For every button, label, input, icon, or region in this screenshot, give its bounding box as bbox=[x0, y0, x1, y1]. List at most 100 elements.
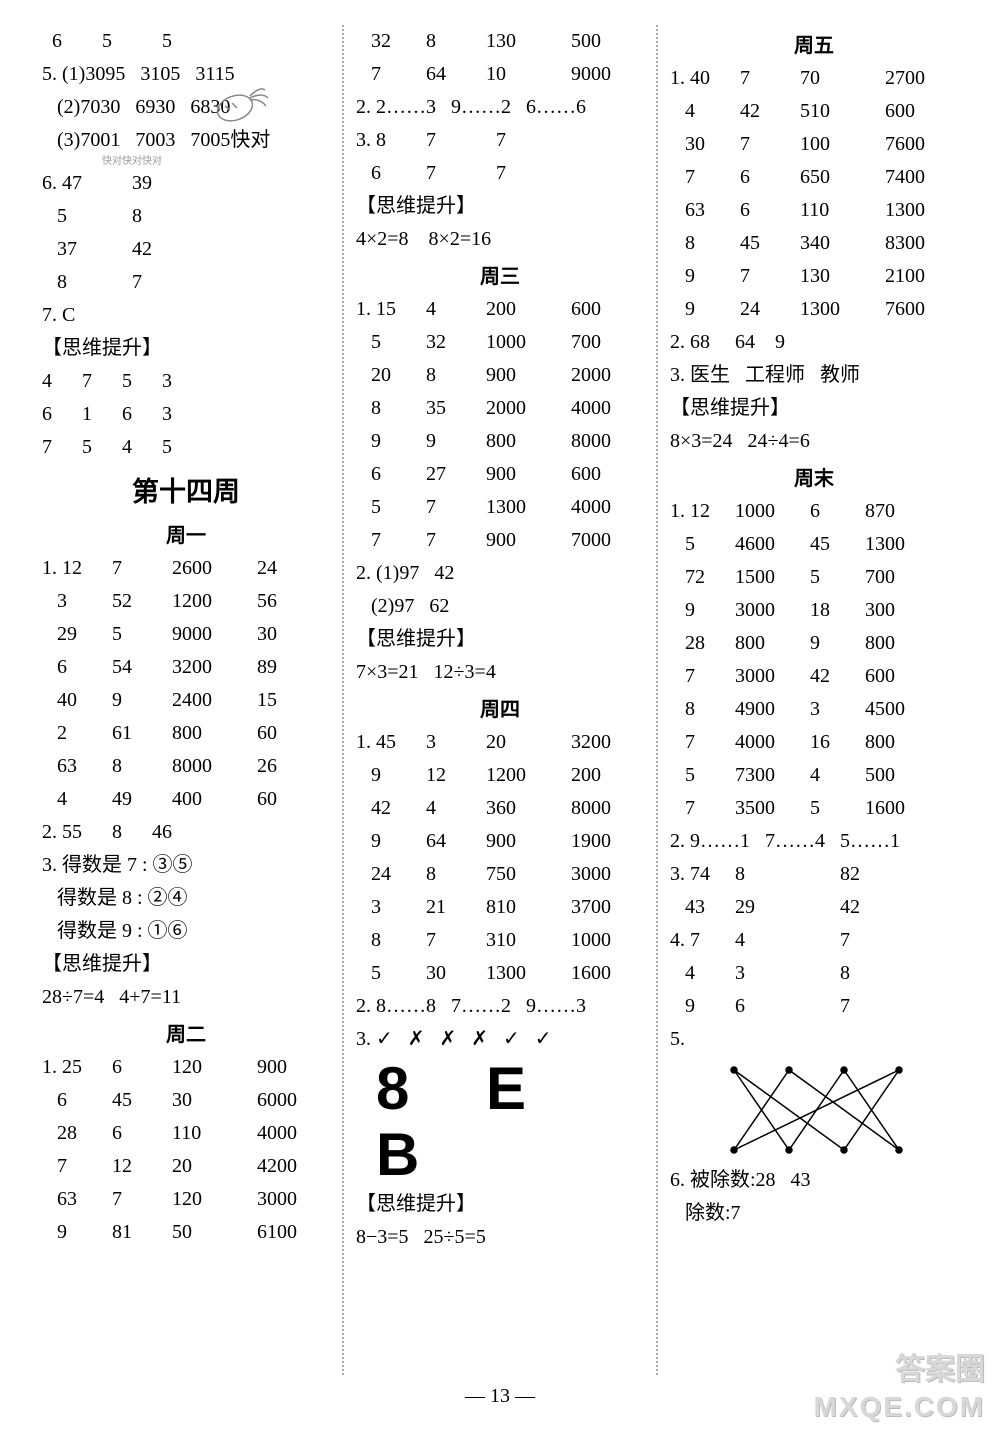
table-row: 7350051600 bbox=[670, 792, 958, 825]
text-row: 3. 医生 工程师 教师 bbox=[670, 359, 958, 392]
table-row: 7400016800 bbox=[670, 726, 958, 759]
text-row: 2. (1)97 42 bbox=[356, 557, 644, 590]
text-row: 7545 bbox=[42, 431, 330, 464]
column-3: 周五 1. 407702700 442510600 3071007600 766… bbox=[658, 25, 970, 1375]
table-row: 712204200 bbox=[42, 1150, 330, 1183]
day-header: 周末 bbox=[670, 462, 958, 491]
table-row: 2861104000 bbox=[42, 1117, 330, 1150]
day-header: 周二 bbox=[42, 1018, 330, 1047]
text-row: 8×3=24 24÷4=6 bbox=[670, 425, 958, 458]
text-row: 6. 4739 bbox=[42, 167, 330, 200]
section-label: 【思维提升】 bbox=[356, 190, 644, 223]
watermark-cn: 答案圈 bbox=[895, 1344, 985, 1388]
table-row: 638800026 bbox=[42, 750, 330, 783]
table-top: 328130500 764109000 bbox=[356, 25, 644, 91]
table-row: 8453408300 bbox=[670, 227, 958, 260]
text-row: 7×3=21 12÷3=4 bbox=[356, 656, 644, 689]
table-row: 1. 154200600 bbox=[356, 293, 644, 326]
table-d3: 1. 154200600 5321000700 2089002000 83520… bbox=[356, 293, 644, 557]
table-row: 627900600 bbox=[356, 458, 644, 491]
text-row: 6. 被除数:28 43 bbox=[670, 1164, 958, 1197]
table-row: 971302100 bbox=[670, 260, 958, 293]
text-row: 3. 877 bbox=[356, 124, 644, 157]
text-row: 3. 74882 bbox=[670, 858, 958, 891]
text-row: (2)7030 6930 6830 bbox=[42, 91, 330, 124]
table-row: 4243608000 bbox=[356, 792, 644, 825]
table-row: 981506100 bbox=[42, 1216, 330, 1249]
table-row: 766507400 bbox=[670, 161, 958, 194]
table-row: 654320089 bbox=[42, 651, 330, 684]
day-header: 周五 bbox=[670, 29, 958, 58]
table-row: 7215005700 bbox=[670, 561, 958, 594]
table-row: 2487503000 bbox=[356, 858, 644, 891]
text-row: 3. ✓ ✗ ✗ ✗ ✓ ✓ bbox=[356, 1023, 644, 1056]
text-row: 2. 8……8 7……2 9……3 bbox=[356, 990, 644, 1023]
table-row: 1. 1210006870 bbox=[670, 495, 958, 528]
table-row: 3071007600 bbox=[670, 128, 958, 161]
table-row: 5713004000 bbox=[356, 491, 644, 524]
section-label: 【思维提升】 bbox=[356, 1188, 644, 1221]
text-row: 7. C bbox=[42, 299, 330, 332]
table-row: 1. 453203200 bbox=[356, 726, 644, 759]
text-row: 2. 2……3 9……2 6……6 bbox=[356, 91, 644, 124]
table-row: 442510600 bbox=[670, 95, 958, 128]
table-row: 6361101300 bbox=[670, 194, 958, 227]
text-row: 得数是 9 : ①⑥ bbox=[42, 915, 330, 948]
table-row: 573004500 bbox=[670, 759, 958, 792]
table-row: 3218103700 bbox=[356, 891, 644, 924]
text-row: 677 bbox=[356, 157, 644, 190]
table-row: 26180060 bbox=[42, 717, 330, 750]
table-row: 44940060 bbox=[42, 783, 330, 816]
matching-diagram bbox=[719, 1060, 909, 1160]
table-row: 409240015 bbox=[42, 684, 330, 717]
table-row: 352120056 bbox=[42, 585, 330, 618]
text-row: 87 bbox=[42, 266, 330, 299]
table-row: 764109000 bbox=[356, 58, 644, 91]
carrot-icon bbox=[210, 78, 275, 128]
text-row: 得数是 8 : ②④ bbox=[42, 882, 330, 915]
text-row: 除数:7 bbox=[670, 1197, 958, 1230]
table-row: 779007000 bbox=[356, 524, 644, 557]
table-row: 54600451300 bbox=[670, 528, 958, 561]
table-row: 8490034500 bbox=[670, 693, 958, 726]
table-row: 288009800 bbox=[670, 627, 958, 660]
table-row: 83520004000 bbox=[356, 392, 644, 425]
text-row: 3. 得数是 7 : ③⑤ bbox=[42, 849, 330, 882]
table-row: 7300042600 bbox=[670, 660, 958, 693]
watermark-en: MXQE.COM bbox=[813, 1391, 985, 1423]
table-row: 9649001900 bbox=[356, 825, 644, 858]
day-header: 周三 bbox=[356, 260, 644, 289]
table-row: 1. 407702700 bbox=[670, 62, 958, 95]
text-row: 4. 747 bbox=[670, 924, 958, 957]
text-row: 432942 bbox=[670, 891, 958, 924]
table-row: 2089002000 bbox=[356, 359, 644, 392]
table-row: 9121200200 bbox=[356, 759, 644, 792]
text-row: 2. 55 8 46 bbox=[42, 816, 330, 849]
text-row: 967 bbox=[670, 990, 958, 1023]
text-row: 5. bbox=[670, 1023, 958, 1056]
text-row: (3)7001 7003 7005快对 bbox=[42, 124, 330, 157]
column-2: 328130500 764109000 2. 2……3 9……2 6……6 3.… bbox=[344, 25, 658, 1375]
table-row: 645306000 bbox=[42, 1084, 330, 1117]
table-row: 53013001600 bbox=[356, 957, 644, 990]
column-1: 655 5. (1)3095 3105 3115 (2)7030 6930 68… bbox=[30, 25, 344, 1375]
day-header: 周一 bbox=[42, 519, 330, 548]
day-header: 周四 bbox=[356, 693, 644, 722]
table-d1: 1. 127260024 352120056 295900030 6543200… bbox=[42, 552, 330, 816]
text-row: 28÷7=4 4+7=11 bbox=[42, 981, 330, 1014]
text-row: 5. (1)3095 3105 3115 bbox=[42, 58, 330, 91]
text-row: (2)97 62 bbox=[356, 590, 644, 623]
section-label: 【思维提升】 bbox=[42, 948, 330, 981]
text-row: 4753 bbox=[42, 365, 330, 398]
table-row: 1. 127260024 bbox=[42, 552, 330, 585]
table-row: 873101000 bbox=[356, 924, 644, 957]
table-dw: 1. 1210006870 54600451300 7215005700 930… bbox=[670, 495, 958, 825]
big-letters: 8 E B bbox=[356, 1056, 644, 1188]
table-row: 6371203000 bbox=[42, 1183, 330, 1216]
section-label: 【思维提升】 bbox=[42, 332, 330, 365]
table-row: 92413007600 bbox=[670, 293, 958, 326]
text-row: 8−3=5 25÷5=5 bbox=[356, 1221, 644, 1254]
text-row: 58 bbox=[42, 200, 330, 233]
table-d2: 1. 256120900 645306000 2861104000 712204… bbox=[42, 1051, 330, 1249]
text-row: 4×2=8 8×2=16 bbox=[356, 223, 644, 256]
